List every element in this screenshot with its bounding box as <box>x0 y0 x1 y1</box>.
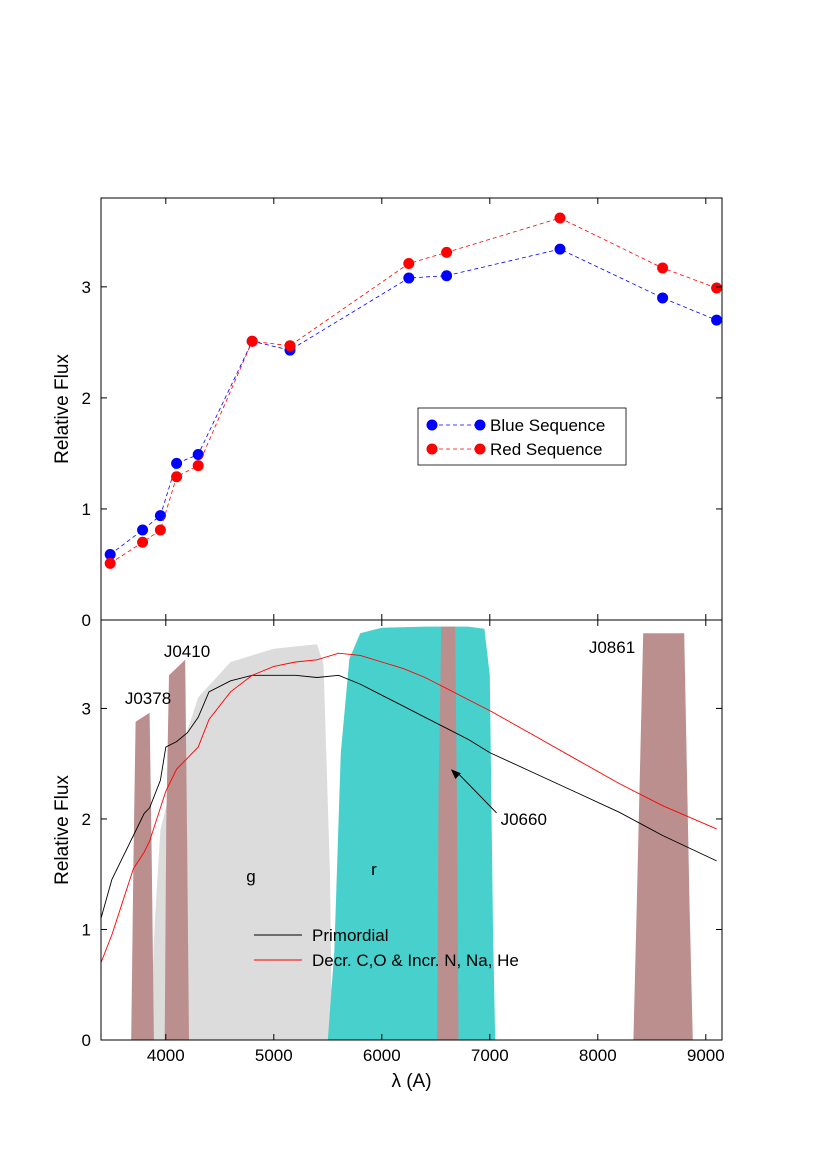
plot-area-bottom <box>101 626 717 1040</box>
y-tick-label: 2 <box>82 810 91 829</box>
x-tick-label: 5000 <box>255 1046 293 1065</box>
data-point <box>284 340 296 352</box>
data-point <box>403 258 415 270</box>
y-tick-label: 1 <box>82 500 91 519</box>
data-point <box>711 282 722 294</box>
y-axis-label: Relative Flux <box>52 354 73 464</box>
annotation-arrow-head <box>450 769 461 780</box>
data-point <box>192 460 204 472</box>
legend-label: Red Sequence <box>490 440 602 459</box>
data-point <box>171 457 183 469</box>
annotation-arrow-line <box>456 771 497 814</box>
legend-box <box>417 407 627 466</box>
spectrum-line-1 <box>101 652 717 963</box>
filter-label-g: g <box>246 867 255 886</box>
y-tick-label: 0 <box>82 611 91 630</box>
bottom-panel-spectra: 0 1 2 3 4000 5000 6000 7000 8000 9000 Relative Flu… <box>52 619 725 1092</box>
x-axis-label: λ (A) <box>391 1071 431 1092</box>
y-axis-label: Relative Flux <box>52 775 73 885</box>
legend-label: Primordial <box>312 926 389 945</box>
data-point <box>192 449 204 461</box>
legend-label: Blue Sequence <box>490 416 605 435</box>
filter-band-g <box>149 644 333 1040</box>
x-tick-label: 7000 <box>471 1046 509 1065</box>
legend-marker <box>426 443 438 455</box>
series-line-0 <box>109 248 717 555</box>
x-tick-label: 6000 <box>363 1046 401 1065</box>
data-point <box>104 548 116 560</box>
filter-label-r: r <box>371 860 377 879</box>
x-tick-label: 4000 <box>147 1046 185 1065</box>
filter-label-j0410: J0410 <box>164 642 210 661</box>
legend-marker <box>426 419 438 431</box>
data-point <box>137 524 149 536</box>
data-point <box>246 335 258 347</box>
data-point <box>554 212 566 224</box>
top-panel-sequences: 0 1 2 3 Relative Flux Blue Sequence Red Sequen… <box>52 197 723 630</box>
data-point <box>554 243 566 255</box>
filter-label-j0861: J0861 <box>589 638 635 657</box>
filter-band-j0378 <box>131 712 154 1040</box>
x-tick-label: 9000 <box>687 1046 725 1065</box>
legend-marker <box>474 443 486 455</box>
data-point <box>171 471 183 483</box>
plot-area-top <box>104 212 722 569</box>
data-point <box>104 557 116 569</box>
legend-marker <box>474 419 486 431</box>
filter-band-r <box>327 626 496 1040</box>
y-tick-label: 3 <box>82 278 91 297</box>
data-point <box>403 272 415 284</box>
filter-label-j0378: J0378 <box>125 689 171 708</box>
y-tick-label: 2 <box>82 389 91 408</box>
filter-band-j0861 <box>633 633 693 1040</box>
data-point <box>154 524 166 536</box>
data-point <box>657 292 669 304</box>
annotation-label-j0660: J0660 <box>501 810 547 829</box>
series-line-1 <box>109 217 717 564</box>
spectrum-line-0 <box>101 674 717 919</box>
data-point <box>711 314 722 326</box>
x-tick-label: 8000 <box>579 1046 617 1065</box>
data-point <box>154 510 166 522</box>
y-tick-label: 0 <box>82 1031 91 1050</box>
data-point <box>441 246 453 258</box>
plot-frame-bottom <box>100 619 723 1041</box>
filter-band-j0410 <box>164 659 189 1040</box>
data-point <box>441 270 453 282</box>
y-tick-label: 3 <box>82 699 91 718</box>
data-point <box>137 536 149 548</box>
data-point <box>657 262 669 274</box>
filter-band-j0660 <box>436 626 459 1040</box>
legend-label: Decr. C,O & Incr. N, Na, He <box>312 951 519 970</box>
y-tick-label: 1 <box>82 920 91 939</box>
